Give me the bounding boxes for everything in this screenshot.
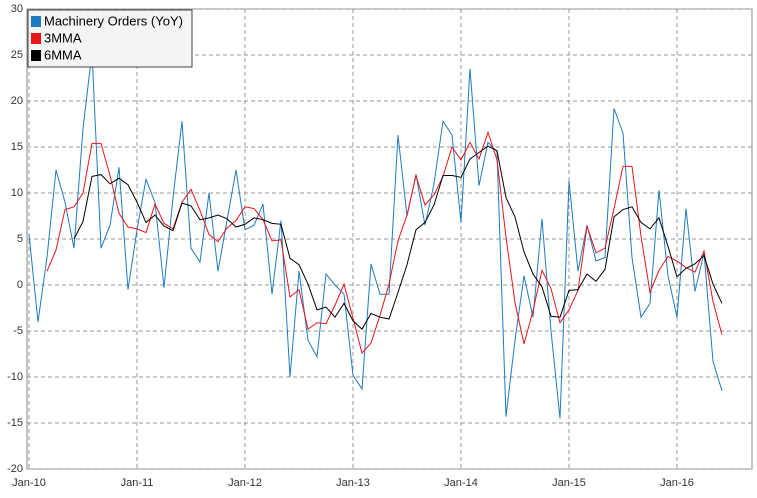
- x-tick-label: Jan-11: [121, 477, 154, 489]
- y-tick-label: -15: [7, 417, 23, 429]
- series-line: [28, 52, 723, 419]
- y-tick-label: 5: [17, 233, 23, 245]
- legend-swatch: [31, 50, 41, 61]
- x-tick-label: Jan-16: [660, 477, 694, 489]
- y-tick-label: -10: [7, 371, 23, 383]
- legend: Machinery Orders (YoY) 3MMA 6MMA: [27, 9, 193, 68]
- y-tick-label: -5: [13, 325, 23, 337]
- y-tick-label: 30: [11, 3, 23, 15]
- legend-swatch: [31, 16, 41, 27]
- legend-swatch: [31, 33, 41, 44]
- y-tick-label: -20: [7, 463, 23, 475]
- legend-label: 6MMA: [44, 47, 82, 62]
- x-tick-label: Jan-10: [12, 477, 46, 489]
- series-line: [73, 145, 723, 330]
- legend-box: [27, 9, 193, 68]
- y-tick-label: 15: [11, 141, 23, 153]
- x-tick-label: Jan-12: [228, 477, 262, 489]
- y-tick-label: 20: [11, 95, 23, 107]
- x-tick-label: Jan-13: [336, 477, 370, 489]
- y-tick-label: 0: [17, 279, 23, 291]
- x-tick-label: Jan-14: [444, 477, 478, 489]
- x-tick-label: Jan-15: [552, 477, 586, 489]
- y-tick-label: 25: [11, 49, 23, 61]
- legend-label: 3MMA: [44, 30, 82, 45]
- series-line: [46, 130, 723, 355]
- y-tick-label: 10: [11, 187, 23, 199]
- legend-label: Machinery Orders (YoY): [44, 13, 183, 28]
